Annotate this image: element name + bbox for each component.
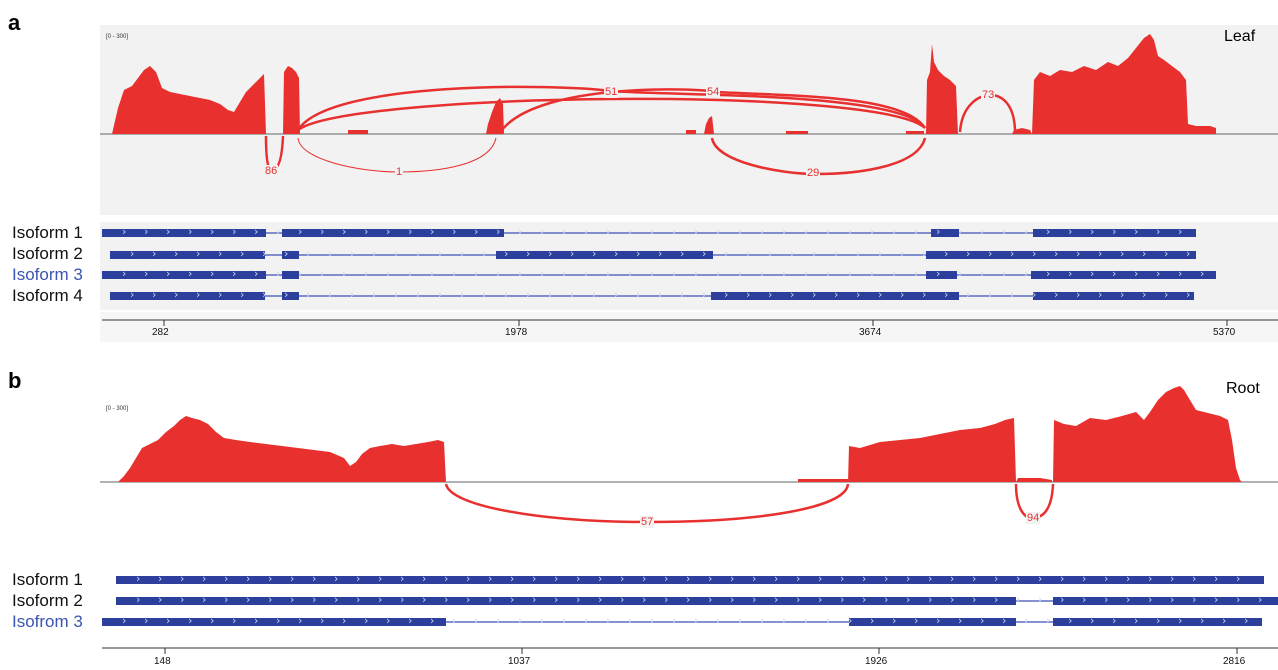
panel-a-introns xyxy=(102,232,1216,297)
panel-b-axis-tick-label: 1926 xyxy=(865,656,888,667)
panel-a-axis xyxy=(102,319,1278,326)
panel-a-isoform-4-label: Isoform 4 xyxy=(12,286,83,305)
panel-a-coverage-peak xyxy=(906,131,924,134)
panel-a-isoform-2-exons xyxy=(110,251,1196,259)
panel-b-axis-tick-label: 2816 xyxy=(1223,656,1246,667)
panel-b-coverage-peak xyxy=(848,418,1016,482)
panel-a-coverage-peak xyxy=(112,66,266,134)
panel-b-isoform-3-exons xyxy=(102,618,1262,626)
panel-a-isoform-2-label: Isoform 2 xyxy=(12,244,83,263)
panel-b-axis-tick-label: 148 xyxy=(154,656,171,667)
panel-a-axis-tick-label: 3674 xyxy=(859,327,882,338)
panel-a-coverage-peak xyxy=(786,131,808,134)
panel-a-tissue-label: Leaf xyxy=(1224,28,1256,45)
panel-b-axis-tick-label: 1037 xyxy=(508,656,531,667)
panel-a-axis-tick-label: 1978 xyxy=(505,327,528,338)
panel-a-coverage-peak xyxy=(704,116,714,134)
panel-b-tissue-label: Root xyxy=(1226,380,1260,397)
panel-a-axis-track xyxy=(100,312,1278,342)
panel-b-axis xyxy=(102,647,1278,654)
panel-a-isoform-1-label: Isoform 1 xyxy=(12,223,83,242)
panel-a-isoform-1-exons xyxy=(102,229,1196,237)
panel-a-coverage-peak xyxy=(1032,34,1216,134)
panel-b-isoform-1-exons xyxy=(116,576,1264,584)
panel-b-isoform-1-label: Isoform 1 xyxy=(12,570,83,589)
panel-a-junction-arc xyxy=(297,97,926,132)
panel-a-junction-count: 54 xyxy=(706,86,721,98)
panel-b-range-label: [0 - 300] xyxy=(106,406,129,412)
panel-a-junction-count: 1 xyxy=(395,166,404,178)
panel-b-isoform-3-label: Isofrom 3 xyxy=(12,612,83,631)
panel-a-junction-count: 73 xyxy=(981,89,996,101)
panel-b-junction-count: 94 xyxy=(1026,512,1041,524)
panel-a-coverage-peak xyxy=(926,44,958,134)
panel-a-letter: a xyxy=(8,10,21,35)
panel-a-isoform-3-exons xyxy=(102,271,1216,279)
panel-a-range-label: [0 - 300] xyxy=(106,34,129,40)
panel-b-letter: b xyxy=(8,368,22,393)
panel-b-coverage-peak xyxy=(1016,478,1052,482)
panel-a-junction-count: 29 xyxy=(806,167,821,179)
panel-a-isoform-4-exons xyxy=(110,292,1194,300)
panel-a-isoform-3-label: Isoform 3 xyxy=(12,265,83,284)
panel-b-junction-count: 57 xyxy=(640,516,655,528)
panel-a-coverage-peak xyxy=(1012,128,1032,134)
panel-a-axis-tick-label: 282 xyxy=(152,327,169,338)
panel-b-coverage-peak xyxy=(798,479,848,482)
panel-b-isoform-2-label: Isoform 2 xyxy=(12,591,83,610)
panel-a-coverage-peak xyxy=(283,66,300,134)
panel-a-coverage-peak xyxy=(686,130,696,134)
panel-a-coverage-peak xyxy=(486,98,504,134)
panel-a-junction-count: 86 xyxy=(264,165,279,177)
panel-a-axis-tick-label: 5370 xyxy=(1213,327,1236,338)
panel-b-coverage-peak xyxy=(1053,386,1242,482)
panel-b-coverage-peak xyxy=(118,416,446,482)
panel-a-junction-count: 51 xyxy=(604,86,619,98)
panel-b-isoform-2-exons xyxy=(116,597,1278,605)
panel-a-coverage-peak xyxy=(348,130,368,134)
